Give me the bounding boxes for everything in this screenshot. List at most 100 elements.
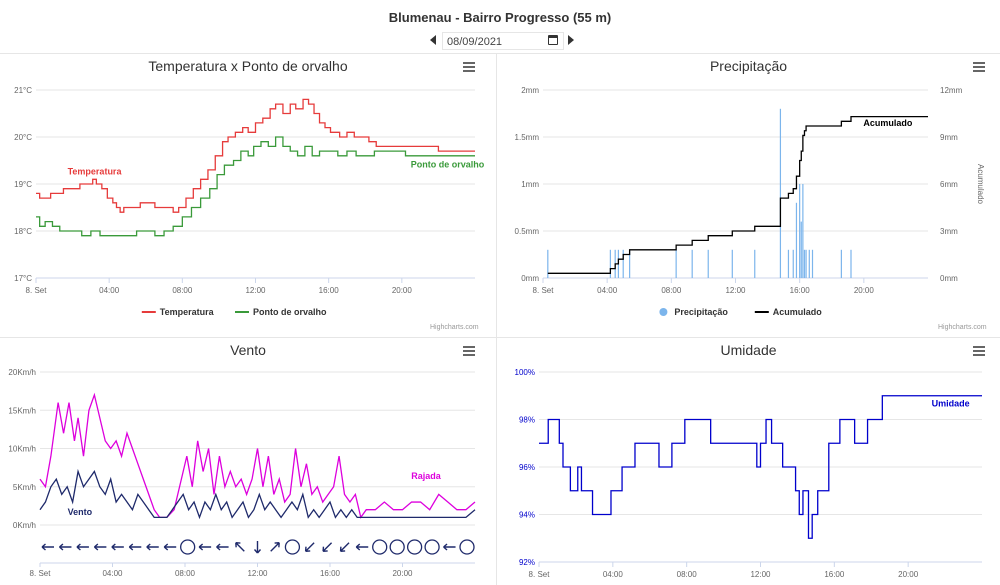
x-tick-label: 04:00: [102, 569, 123, 578]
wind-direction-arrow: [304, 542, 315, 552]
precipitation-bar: [779, 108, 782, 278]
x-tick-label: 8. Set: [533, 286, 555, 295]
chart-menu-icon[interactable]: [973, 62, 985, 72]
date-input[interactable]: 08/09/2021: [442, 32, 564, 50]
wind-direction-arrow: [128, 543, 142, 551]
y-tick-label: 21°C: [14, 86, 32, 95]
y-tick-label: 2mm: [521, 86, 539, 95]
next-day-arrow-icon[interactable]: [568, 35, 574, 45]
precipitation-panel: Precipitação 0mm 0.5mm 1mm 1.5mm 2mm 8. Set 04…: [497, 54, 1000, 337]
y2-tick-label: 6mm: [940, 180, 958, 189]
precipitation-bar: [808, 249, 810, 278]
wind-arrow-shape: [339, 542, 350, 552]
precipitation-bar: [629, 249, 631, 278]
x-tick-label: 12:00: [725, 286, 746, 295]
wind-calm-marker: [389, 539, 405, 555]
wind-direction-arrow: [93, 543, 107, 551]
precipitation-bar: [840, 249, 842, 278]
wind-panel: Vento 0Km/h 5Km/h 10Km/h 15Km/h 20Km/h Rajada…: [0, 338, 496, 585]
previous-day-arrow-icon[interactable]: [430, 35, 436, 45]
y-tick-label: 17°C: [14, 274, 32, 283]
humidity-chart: 92% 94% 96% 98% 100% 8. Set 04:00 08:00 12:00 16:…: [515, 368, 982, 579]
y-tick-label: 20Km/h: [8, 368, 36, 377]
wind-arrow-shape: [253, 541, 262, 554]
x-tick-label: 20:00: [898, 570, 919, 579]
chart-menu-icon[interactable]: [973, 346, 985, 356]
highcharts-credit[interactable]: Highcharts.com: [430, 324, 479, 331]
x-tick-label: 20:00: [854, 286, 875, 295]
wind-direction-arrow: [198, 543, 212, 551]
wind-arrow-shape: [270, 542, 280, 552]
x-tick-label: 08:00: [175, 569, 196, 578]
x-tick-label: 08:00: [661, 286, 682, 295]
y2-tick-label: 3mm: [940, 227, 958, 236]
precipitation-bar: [547, 249, 549, 278]
precipitation-bar: [707, 249, 709, 278]
temperature-panel: Temperatura x Ponto de orvalho 17°C 18°C 1…: [0, 54, 496, 337]
precipitation-bar: [800, 221, 802, 278]
wind-calm-marker: [284, 539, 301, 555]
chart-title: Precipitação: [709, 58, 788, 74]
series-line: [39, 392, 476, 519]
highcharts-credit[interactable]: Highcharts.com: [938, 324, 987, 331]
legend-item: Temperatura: [160, 307, 215, 317]
wind-direction-arrow: [339, 542, 350, 552]
wind-arrow-shape: [355, 543, 369, 551]
series-line: [36, 98, 475, 213]
wind-arrow-shape: [128, 543, 142, 551]
wind-direction-arrow: [253, 541, 262, 554]
wind-arrow-shape: [93, 543, 107, 551]
y-tick-label: 20°C: [14, 133, 32, 142]
x-tick-label: 8. Set: [30, 569, 52, 578]
x-tick-label: 04:00: [603, 570, 624, 579]
x-tick-label: 04:00: [597, 286, 618, 295]
column-divider: [496, 54, 497, 585]
y-tick-label: 19°C: [14, 180, 32, 189]
y-tick-label: 98%: [519, 416, 535, 425]
x-tick-label: 8. Set: [529, 570, 551, 579]
precipitation-bar: [795, 202, 798, 278]
x-tick-label: 16:00: [824, 570, 845, 579]
x-tick-label: 20:00: [392, 286, 413, 295]
series-line: [539, 395, 982, 539]
legend-item: Precipitação: [674, 307, 728, 317]
header-divider: [0, 53, 1000, 54]
precipitation-bar: [802, 184, 804, 278]
series-label: Umidade: [932, 398, 970, 408]
x-tick-label: 16:00: [320, 569, 341, 578]
y-tick-label: 15Km/h: [8, 406, 36, 415]
y-tick-label: 0mm: [521, 274, 539, 283]
y2-axis-title: Acumulado: [976, 164, 985, 205]
wind-arrow-shape: [235, 542, 245, 552]
date-navigator: 08/09/2021: [430, 32, 575, 52]
wind-arrow-shape: [59, 543, 72, 551]
x-tick-label: 16:00: [319, 286, 340, 295]
x-tick-label: 08:00: [172, 286, 193, 295]
wind-calm-marker: [406, 539, 423, 555]
wind-direction-arrow: [163, 543, 177, 551]
legend-symbol: [659, 308, 668, 316]
series-label: Temperatura: [68, 167, 123, 177]
wind-direction-arrow: [111, 543, 124, 551]
precipitation-bar: [811, 249, 814, 278]
wind-calm-marker: [372, 539, 388, 555]
chart-menu-icon[interactable]: [463, 62, 475, 72]
calendar-icon[interactable]: [548, 35, 558, 45]
series-label: Acumulado: [863, 118, 913, 128]
wind-direction-arrow: [235, 542, 245, 552]
y-tick-label: 96%: [519, 463, 535, 472]
x-tick-label: 12:00: [245, 286, 266, 295]
x-tick-label: 20:00: [392, 569, 413, 578]
precipitation-bar: [799, 184, 801, 278]
chart-title: Umidade: [720, 342, 777, 358]
legend-item: Ponto de orvalho: [253, 307, 327, 317]
humidity-panel: Umidade 92% 94% 96% 98% 100% 8. Set 04:00 08:00…: [497, 338, 1000, 585]
chart-menu-icon[interactable]: [463, 346, 475, 356]
wind-calm-marker: [180, 539, 196, 555]
precipitation-bar: [609, 249, 611, 278]
wind-direction-arrow: [270, 542, 280, 552]
precipitation-bar: [754, 249, 756, 278]
wind-direction-arrow: [76, 543, 89, 551]
wind-arrow-shape: [304, 542, 315, 552]
wind-calm-marker: [424, 539, 440, 555]
